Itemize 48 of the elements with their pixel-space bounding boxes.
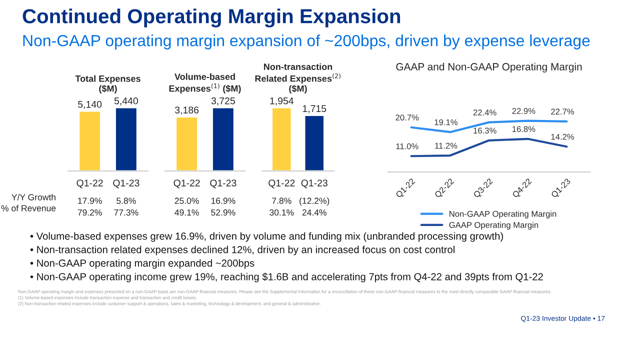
text: • Non-GAAP operating income grew 19%, reaching $1.6B and accelerating 7pts from Q4-22 and 39pts from Q1-22 [30, 272, 543, 282]
text: 30.1% [270, 209, 294, 216]
chart-title: Volume-based Expenses$^{(1)}$ ($M) [169, 73, 241, 94]
text: • Non-transaction related expenses declined 12%, driven by an increased focus on cost control [30, 246, 454, 256]
text: 16.9% [211, 198, 236, 204]
text: • Volume-based expenses grew 16.9%, driven by volume and funding mix (unbranded processing growth) [30, 232, 503, 242]
text: 24.4% [302, 209, 326, 216]
data-label: 3,725 [211, 97, 235, 106]
text: 5.8% [116, 198, 136, 204]
data-label: 14.2% [551, 134, 574, 140]
x-tick-label: Q1-22 [174, 180, 200, 188]
text: % of Revenue [1, 204, 56, 212]
data-label: 11.2% [435, 142, 458, 149]
text: 7.8% [272, 198, 292, 204]
text: Continued Operating Margin Expansion [22, 8, 400, 28]
data-label: 1,954 [270, 97, 294, 106]
data-label: 19.1% [434, 119, 458, 126]
x-tick-label: Q1-23 [210, 180, 236, 188]
text: 79.2% [78, 209, 102, 216]
x-tick-label: Q1-23 [301, 180, 328, 188]
chart-title: Total Expenses ($M) [75, 75, 140, 94]
text: 52.9% [211, 209, 236, 216]
data-label: 22.4% [473, 110, 496, 116]
data-label: 22.9% [512, 108, 536, 114]
legend-label: GAAP Operating Margin [449, 222, 538, 230]
text: 77.3% [114, 209, 138, 216]
chart-title: Non-transaction Related Expenses$^{(2)}$ ($M) [255, 63, 340, 94]
data-label: 16.3% [474, 128, 496, 134]
text: • Non-GAAP operating margin expanded ~200bps [30, 259, 254, 269]
text: Y/Y Growth [12, 194, 56, 200]
data-label: 1,715 [302, 105, 326, 114]
data-label: 16.8% [512, 126, 536, 132]
data-label: 5,440 [114, 97, 138, 106]
text: 49.1% [174, 209, 199, 216]
data-label: 22.7% [551, 108, 574, 115]
text: (12.2%) [300, 197, 330, 206]
chart-title: GAAP and Non-GAAP Operating Margin [396, 62, 582, 72]
data-label: 20.7% [396, 114, 419, 120]
data-label: 11.0% [396, 143, 418, 150]
text: 17.9% [78, 198, 102, 204]
x-tick-label: Q1-23 [113, 180, 140, 188]
data-label: 3,186 [175, 106, 199, 115]
x-tick-label: Q1-22 [268, 180, 295, 188]
legend-label: Non-GAAP Operating Margin [450, 210, 556, 218]
text: 25.0% [174, 198, 199, 204]
x-tick-label: Q1-22 [76, 180, 103, 188]
text: Non-GAAP operating margin expansion of ~200bps, driven by expense leverage [23, 34, 590, 50]
data-label: 5,140 [78, 100, 102, 109]
